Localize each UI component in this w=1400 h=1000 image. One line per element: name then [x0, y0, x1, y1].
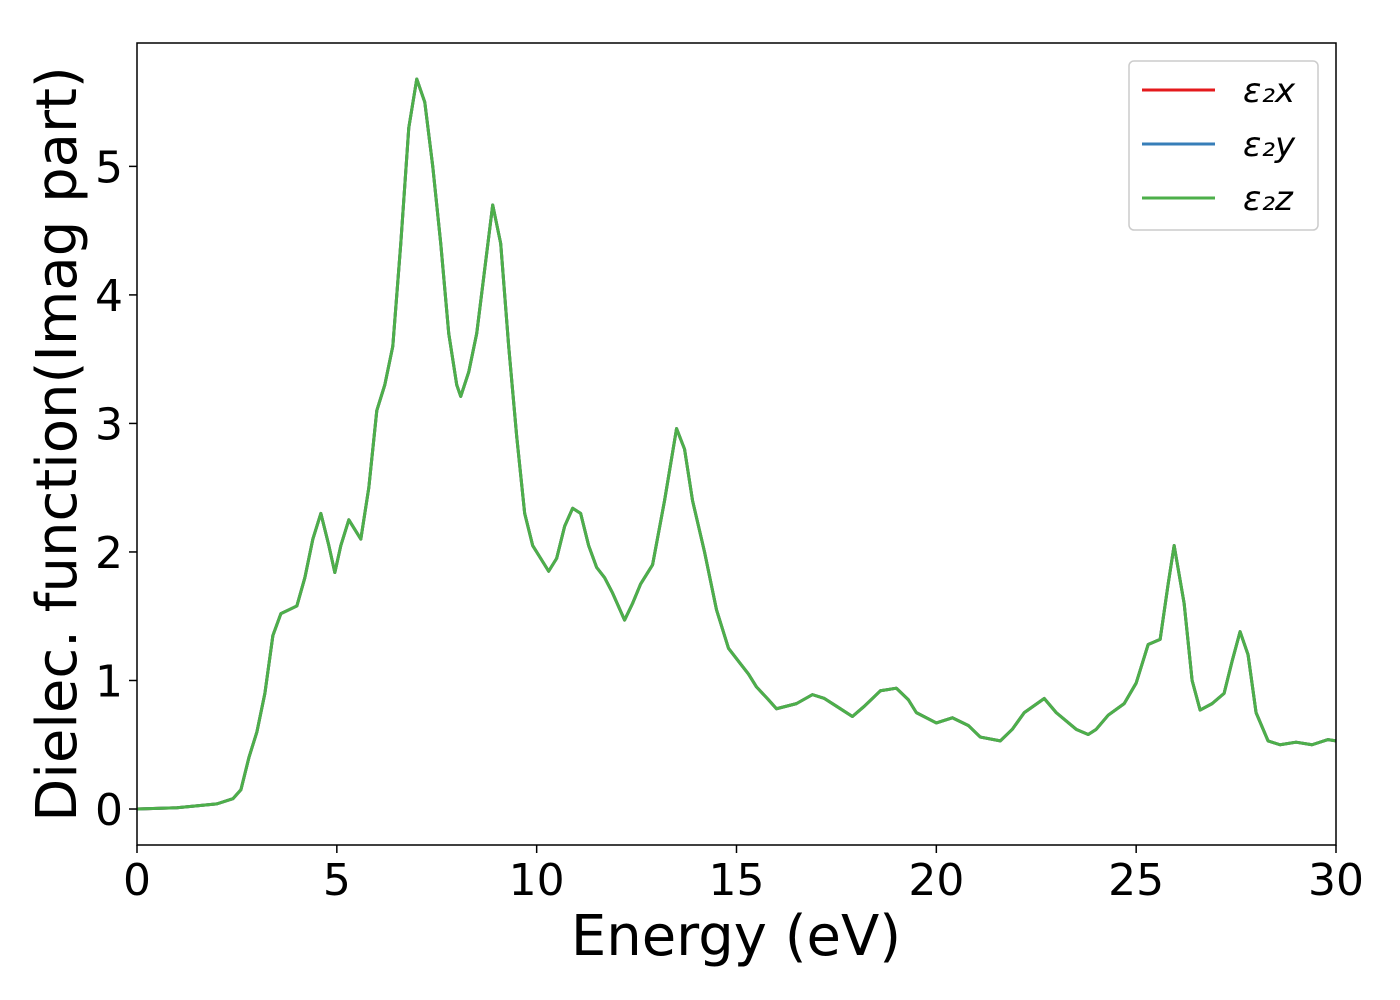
y-tick-label: 5: [95, 142, 123, 193]
x-tick-label: 25: [1108, 855, 1164, 906]
x-tick-label: 15: [709, 855, 765, 906]
x-axis-label: Energy (eV): [571, 904, 901, 969]
y-tick-label: 2: [95, 528, 123, 579]
y-tick-label: 4: [95, 271, 123, 322]
plot-frame: [136, 42, 1337, 846]
legend-label: ε₂y: [1243, 125, 1296, 165]
legend-label: ε₂x: [1243, 71, 1296, 111]
legend-label: ε₂z: [1243, 179, 1294, 219]
x-tick-label: 30: [1308, 855, 1364, 906]
x-tick-label: 5: [323, 855, 351, 906]
y-tick-label: 3: [95, 399, 123, 450]
line-series: [136, 77, 1337, 811]
y-tick-label: 1: [95, 656, 123, 707]
legend-box: [1128, 60, 1319, 231]
x-tick-label: 10: [509, 855, 565, 906]
x-tick-label: 20: [908, 855, 964, 906]
y-tick-label: 0: [95, 785, 123, 836]
x-tick-label: 0: [123, 855, 151, 906]
y-axis-label: Dielec. function(Imag part): [25, 66, 90, 822]
